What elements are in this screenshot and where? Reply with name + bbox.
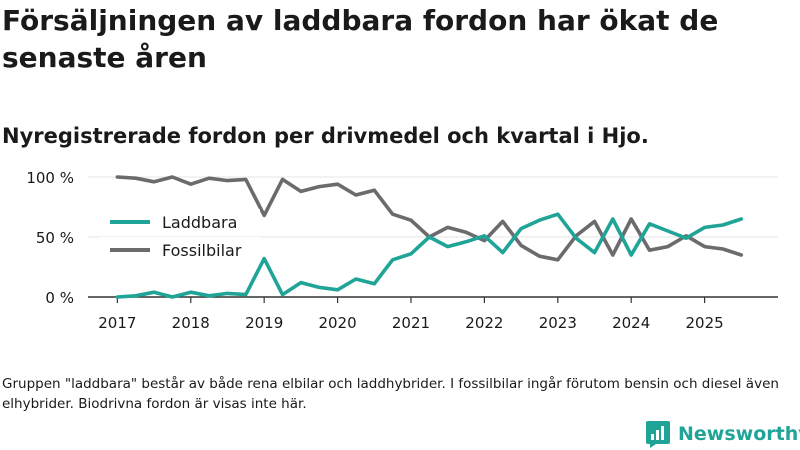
- footnote: Gruppen "laddbara" består av både rena e…: [2, 376, 779, 412]
- series-line-laddbara: [115, 212, 744, 299]
- brand-logo: Newsworthy: [645, 420, 800, 448]
- x-tick-label: 2021: [392, 314, 430, 332]
- x-tick-label: 2017: [98, 314, 136, 332]
- y-tick-label: 100 %: [26, 169, 74, 187]
- x-tick-label: 2020: [318, 314, 356, 332]
- axes: 0 % 50 % 100 % 2017 2018 2019 2020 2021 2022 2023…: [26, 169, 778, 332]
- y-tick-label: 50 %: [36, 229, 74, 247]
- newsworthy-logo-icon: [646, 421, 670, 448]
- legend-label: Fossilbilar: [162, 241, 242, 260]
- line-chart: 0 % 50 % 100 % 2017 2018 2019 2020 2021 2022 2023…: [26, 169, 778, 332]
- chart-subtitle: Nyregistrerade fordon per drivmedel och …: [2, 124, 649, 148]
- x-tick-label: 2023: [539, 314, 577, 332]
- x-tick-label: 2019: [245, 314, 283, 332]
- x-tick-label: 2024: [612, 314, 650, 332]
- series-lines: [115, 175, 744, 299]
- x-tick-label: 2025: [686, 314, 724, 332]
- brand-name: Newsworthy: [678, 423, 800, 445]
- y-tick-label: 0 %: [45, 289, 74, 307]
- x-tick-label: 2022: [465, 314, 503, 332]
- legend-label: Laddbara: [162, 213, 237, 232]
- chart-title: Försäljningen av laddbara fordon har öka…: [2, 4, 719, 74]
- legend: Laddbara Fossilbilar: [100, 209, 260, 263]
- x-tick-label: 2018: [172, 314, 210, 332]
